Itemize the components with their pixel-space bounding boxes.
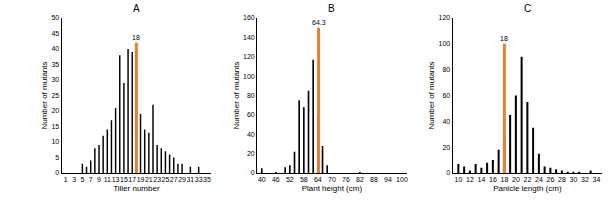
svg-text:18: 18: [132, 34, 140, 41]
svg-text:1: 1: [64, 176, 68, 183]
svg-text:Tiller number: Tiller number: [113, 184, 160, 193]
svg-text:50: 50: [51, 14, 59, 21]
svg-text:35: 35: [51, 61, 59, 68]
svg-text:40: 40: [247, 131, 255, 138]
svg-text:94: 94: [384, 176, 392, 183]
svg-text:Panicle length (cm): Panicle length (cm): [493, 184, 562, 193]
svg-text:21: 21: [145, 176, 153, 183]
svg-text:15: 15: [120, 176, 128, 183]
svg-text:82: 82: [356, 176, 364, 183]
svg-text:24: 24: [535, 176, 543, 183]
svg-text:17: 17: [128, 176, 136, 183]
svg-text:70: 70: [328, 176, 336, 183]
svg-text:40: 40: [442, 118, 450, 125]
svg-text:60: 60: [442, 92, 450, 99]
svg-text:34: 34: [592, 176, 600, 183]
svg-text:16: 16: [489, 176, 497, 183]
svg-text:10: 10: [454, 176, 462, 183]
svg-text:Number of mutants: Number of mutants: [232, 61, 241, 129]
svg-text:20: 20: [442, 144, 450, 151]
svg-text:64.3: 64.3: [312, 19, 326, 26]
svg-text:64: 64: [314, 176, 322, 183]
svg-text:B: B: [328, 3, 335, 14]
svg-text:33: 33: [195, 176, 203, 183]
svg-text:120: 120: [439, 14, 451, 21]
svg-text:45: 45: [51, 30, 59, 37]
svg-text:Plant height (cm): Plant height (cm): [302, 184, 363, 193]
svg-text:26: 26: [546, 176, 554, 183]
svg-text:60: 60: [247, 111, 255, 118]
svg-text:Number of mutants: Number of mutants: [40, 61, 49, 129]
svg-text:140: 140: [243, 34, 255, 41]
svg-text:100: 100: [439, 40, 451, 47]
svg-text:29: 29: [178, 176, 186, 183]
svg-text:23: 23: [153, 176, 161, 183]
svg-text:20: 20: [512, 176, 520, 183]
svg-text:18: 18: [500, 35, 508, 42]
svg-text:35: 35: [203, 176, 211, 183]
svg-text:3: 3: [72, 176, 76, 183]
svg-text:18: 18: [500, 176, 508, 183]
svg-text:A: A: [133, 3, 140, 14]
svg-text:46: 46: [272, 176, 280, 183]
svg-text:25: 25: [162, 176, 170, 183]
svg-text:80: 80: [442, 66, 450, 73]
svg-text:0: 0: [251, 169, 255, 176]
svg-text:40: 40: [258, 176, 266, 183]
svg-text:88: 88: [370, 176, 378, 183]
svg-text:100: 100: [396, 176, 408, 183]
svg-text:5: 5: [55, 154, 59, 161]
svg-text:52: 52: [286, 176, 294, 183]
svg-text:30: 30: [569, 176, 577, 183]
svg-text:7: 7: [89, 176, 93, 183]
svg-text:12: 12: [466, 176, 474, 183]
svg-text:14: 14: [477, 176, 485, 183]
svg-text:Number of mutants: Number of mutants: [427, 61, 436, 129]
svg-text:31: 31: [186, 176, 194, 183]
svg-text:11: 11: [104, 176, 111, 183]
svg-text:0: 0: [446, 169, 450, 176]
svg-text:80: 80: [247, 92, 255, 99]
svg-text:40: 40: [51, 45, 59, 52]
svg-text:76: 76: [342, 176, 350, 183]
svg-text:0: 0: [55, 169, 59, 176]
svg-text:120: 120: [243, 53, 255, 60]
svg-text:160: 160: [243, 14, 255, 21]
svg-text:20: 20: [51, 107, 59, 114]
svg-text:10: 10: [51, 138, 59, 145]
svg-text:15: 15: [51, 123, 59, 130]
svg-text:13: 13: [112, 176, 120, 183]
svg-text:58: 58: [300, 176, 308, 183]
svg-text:25: 25: [51, 92, 59, 99]
svg-text:22: 22: [523, 176, 531, 183]
svg-text:5: 5: [80, 176, 84, 183]
svg-text:100: 100: [243, 73, 255, 80]
svg-text:19: 19: [137, 176, 145, 183]
svg-text:28: 28: [558, 176, 566, 183]
svg-text:9: 9: [97, 176, 101, 183]
svg-text:C: C: [524, 3, 531, 14]
svg-text:32: 32: [581, 176, 589, 183]
svg-text:27: 27: [170, 176, 178, 183]
svg-text:30: 30: [51, 76, 59, 83]
svg-text:20: 20: [247, 150, 255, 157]
